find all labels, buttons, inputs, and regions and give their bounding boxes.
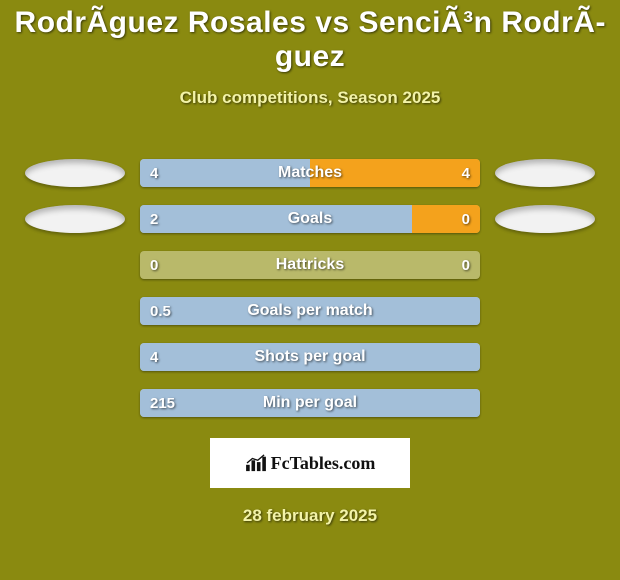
- stat-row: 0.5Goals per match: [0, 288, 620, 334]
- stat-bar: 44Matches: [140, 159, 480, 187]
- stats-rows: 44Matches 20Goals 00Hattricks 0.5Goals per …: [0, 150, 620, 426]
- bar-label: Shots per goal: [140, 343, 480, 371]
- brand-badge: FcTables.com: [210, 438, 410, 488]
- stat-row: 00Hattricks: [0, 242, 620, 288]
- stat-bar: 20Goals: [140, 205, 480, 233]
- stat-bar: 0.5Goals per match: [140, 297, 480, 325]
- avatar-left: [25, 205, 125, 233]
- stat-bar: 4Shots per goal: [140, 343, 480, 371]
- chart-icon: [245, 454, 267, 472]
- brand-text: FcTables.com: [271, 453, 376, 474]
- stat-row: 44Matches: [0, 150, 620, 196]
- bar-label: Goals: [140, 205, 480, 233]
- bar-label: Goals per match: [140, 297, 480, 325]
- avatar-right: [495, 205, 595, 233]
- bar-label: Hattricks: [140, 251, 480, 279]
- stat-bar: 00Hattricks: [140, 251, 480, 279]
- bar-label: Matches: [140, 159, 480, 187]
- stat-bar: 215Min per goal: [140, 389, 480, 417]
- avatar-right: [495, 159, 595, 187]
- date-text: 28 february 2025: [0, 506, 620, 526]
- stat-row: 215Min per goal: [0, 380, 620, 426]
- page-title: RodrÃ­guez Rosales vs SenciÃ³n RodrÃ­gue…: [0, 6, 620, 74]
- stat-row: 4Shots per goal: [0, 334, 620, 380]
- stat-row: 20Goals: [0, 196, 620, 242]
- avatar-left: [25, 159, 125, 187]
- page-subtitle: Club competitions, Season 2025: [0, 88, 620, 108]
- bar-label: Min per goal: [140, 389, 480, 417]
